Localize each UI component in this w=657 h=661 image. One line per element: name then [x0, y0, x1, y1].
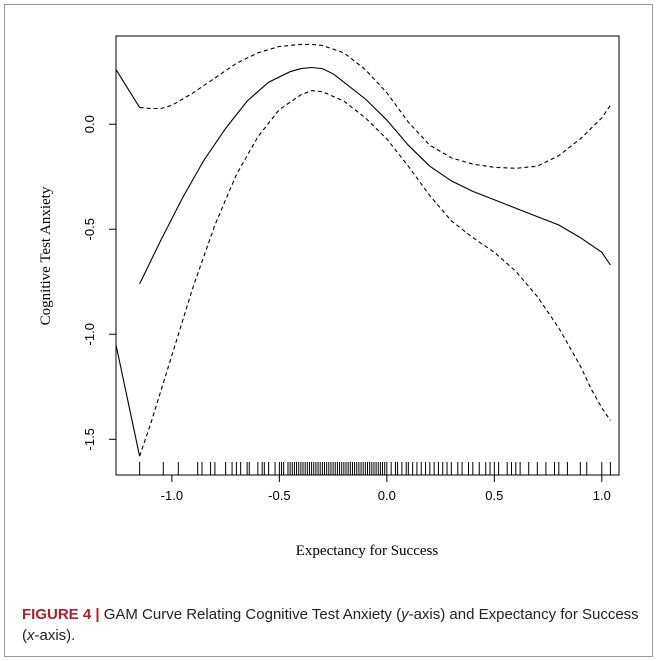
y-axis-title: Cognitive Test Anxiety [38, 186, 54, 325]
x-tick-label-4: 1.0 [593, 488, 611, 503]
series-line-3-solid [115, 344, 141, 457]
series-line-0-solid [139, 66, 611, 285]
y-tick-label-2: -0.5 [82, 218, 97, 240]
figure-frame [4, 4, 653, 657]
gam-chart: -1.0 -0.5 0.0 0.5 1.0 -1.5 -1.0 -0.5 0.0 Expect… [38, 35, 620, 559]
y-axis: -1.5 -1.0 -0.5 0.0 [82, 115, 117, 450]
x-tick-label-0: -1.0 [161, 488, 183, 503]
figure-label: FIGURE 4 | [22, 606, 100, 623]
figure-caption: FIGURE 4 | GAM Curve Relating Cognitive … [22, 604, 642, 646]
series-line-2-dashed [139, 90, 611, 457]
x-axis: -1.0 -0.5 0.0 0.5 1.0 [161, 474, 611, 503]
series-line-4-solid [115, 69, 141, 108]
x-axis-title: Expectancy for Success [296, 543, 439, 559]
caption-text-3: -axis). [34, 627, 76, 644]
y-tick-label-3: 0.0 [82, 115, 97, 133]
series-line-1-dashed [139, 43, 611, 169]
x-tick-label-1: -0.5 [268, 488, 290, 503]
plot-box [115, 35, 620, 476]
x-tick-label-2: 0.0 [378, 488, 396, 503]
caption-text-2: -axis) and Expectancy for Success ( [22, 606, 639, 644]
caption-y-var: y [401, 606, 409, 623]
rug-layer [139, 462, 611, 475]
y-tick-label-0: -1.5 [82, 428, 97, 450]
curve-layer [115, 43, 611, 457]
x-tick-label-3: 0.5 [485, 488, 503, 503]
caption-text-1: GAM Curve Relating Cognitive Test Anxiet… [99, 606, 402, 623]
caption-x-var: x [27, 627, 35, 644]
y-tick-label-1: -1.0 [82, 323, 97, 345]
